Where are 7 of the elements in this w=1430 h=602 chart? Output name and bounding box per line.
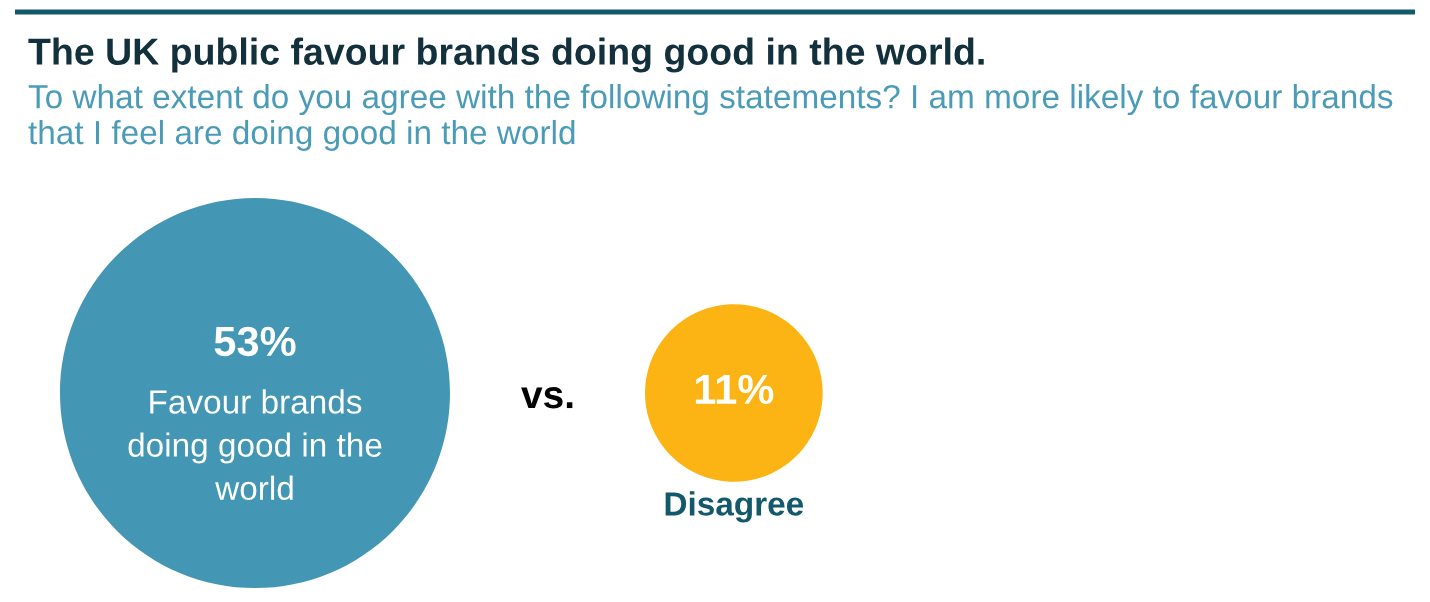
text: To what extent do you agree with the following statements? I am more likely to favour brands that I feel are doing good in the world — [28, 84, 1393, 151]
data-label: 53% — [214, 326, 296, 357]
text: The UK public favour brands doing good in the world. — [28, 37, 984, 73]
text: vs. — [521, 387, 573, 409]
category-label: Disagree — [665, 491, 804, 523]
data-label: 11% — [695, 374, 774, 405]
category-label: Favour brands doing good in the world — [128, 389, 382, 501]
